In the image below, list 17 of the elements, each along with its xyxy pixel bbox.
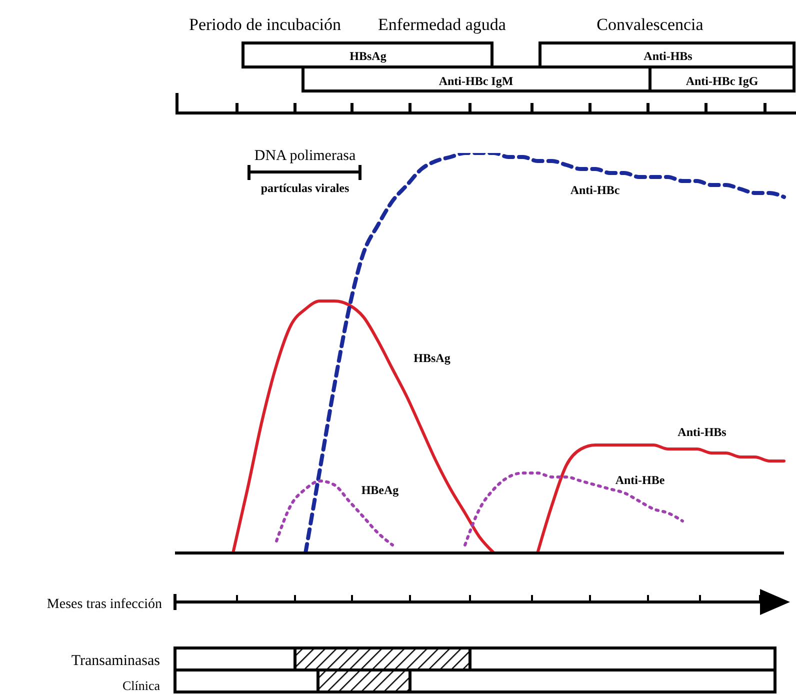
series-label: Anti-HBc bbox=[570, 183, 620, 197]
text: Transaminasas bbox=[71, 653, 160, 669]
series-label: Anti-HBs bbox=[678, 425, 727, 439]
text: Periodo de incubación bbox=[188, 15, 342, 34]
series-label: HBsAg bbox=[414, 351, 450, 365]
series-label: HBeAg bbox=[361, 483, 399, 497]
series-label: Anti-HBe bbox=[615, 473, 666, 487]
text: Enfermedad aguda bbox=[378, 15, 506, 34]
text: Anti-HBc IgG bbox=[686, 74, 758, 88]
text: Clínica bbox=[122, 678, 160, 693]
text: Anti-HBs bbox=[644, 49, 693, 63]
text: Anti-HBc IgM bbox=[438, 74, 514, 88]
annotation: partículas virales bbox=[260, 181, 350, 195]
text: HBsAg bbox=[350, 49, 386, 63]
x-axis-title: Meses tras infección bbox=[46, 597, 162, 612]
annotation: DNA polimerasa bbox=[254, 148, 356, 164]
text: Convalescencia bbox=[596, 15, 704, 34]
